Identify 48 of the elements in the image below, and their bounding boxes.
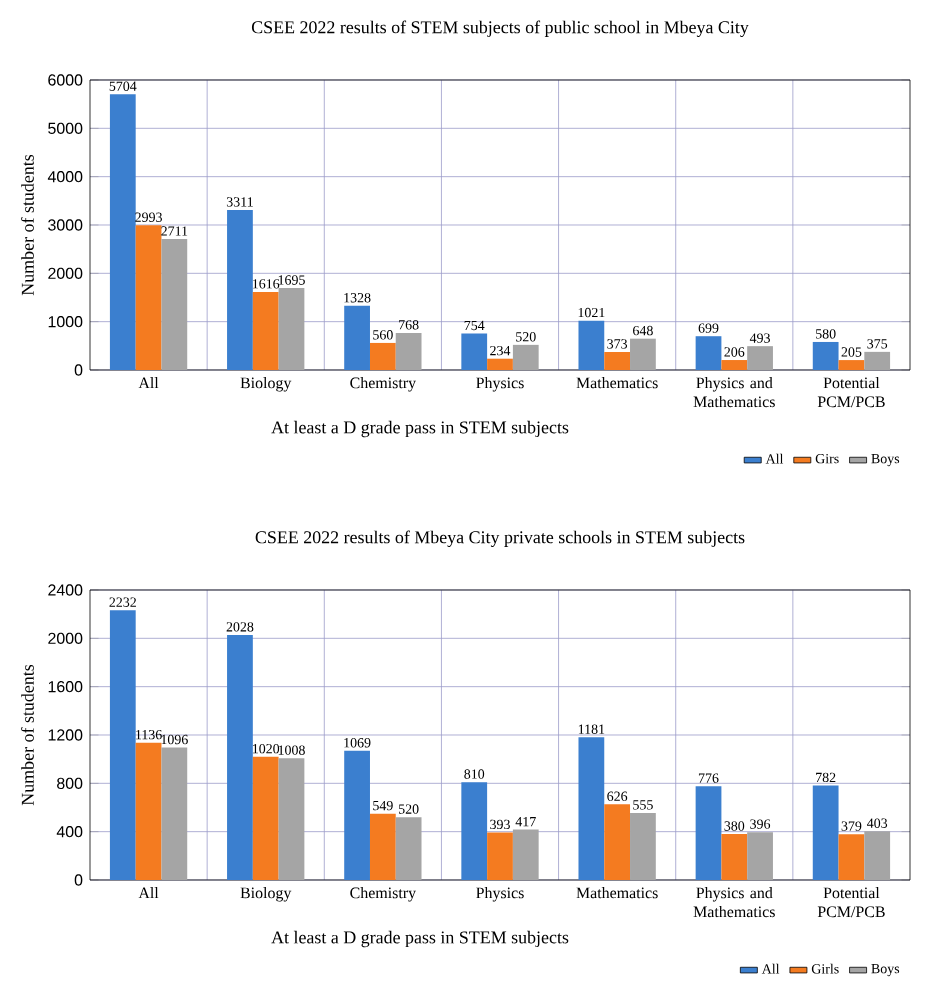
bar [721, 834, 748, 880]
y-axis-title: Number of students [21, 664, 34, 806]
y-axis-title: Number of students [21, 154, 34, 296]
bar [487, 832, 513, 880]
bar [369, 342, 396, 370]
bar [135, 742, 162, 880]
bar [630, 338, 656, 370]
bar [161, 238, 188, 370]
bar [252, 291, 279, 370]
bar [864, 831, 891, 880]
bar [252, 756, 279, 880]
bar [395, 817, 422, 880]
bar [721, 360, 748, 370]
bar [578, 320, 605, 370]
bar [278, 758, 305, 880]
bar [135, 225, 162, 370]
bar [344, 750, 370, 880]
bar [695, 336, 722, 370]
bar [838, 360, 865, 370]
bar [278, 288, 305, 370]
bar [630, 812, 656, 880]
bar [461, 333, 488, 370]
bar [864, 351, 891, 370]
x-axis-title: At least a D grade pass in STEM subjects [271, 420, 569, 438]
bar [109, 610, 136, 880]
bar [161, 747, 188, 880]
bar [747, 832, 773, 880]
bar [747, 346, 773, 370]
bar [344, 305, 370, 370]
bar [695, 786, 722, 880]
bar [461, 782, 488, 880]
bar [838, 834, 865, 880]
chart-title: CSEE 2022 results of Mbeya City private schools in STEM subjects [255, 530, 745, 548]
bar [604, 804, 631, 880]
bar [812, 341, 839, 370]
bar [395, 332, 422, 370]
bar [109, 94, 136, 370]
bar [512, 344, 539, 370]
chart-title: CSEE 2022 results of STEM subjects of public school in Mbeya City [251, 20, 749, 38]
bar [812, 785, 839, 880]
bar [578, 737, 605, 880]
bar [227, 634, 253, 880]
bar [512, 829, 539, 880]
x-axis-title: At least a D grade pass in STEM subjects [271, 930, 569, 948]
bar [227, 209, 253, 370]
bar [604, 351, 631, 370]
bar [487, 358, 513, 370]
bar [369, 813, 396, 880]
